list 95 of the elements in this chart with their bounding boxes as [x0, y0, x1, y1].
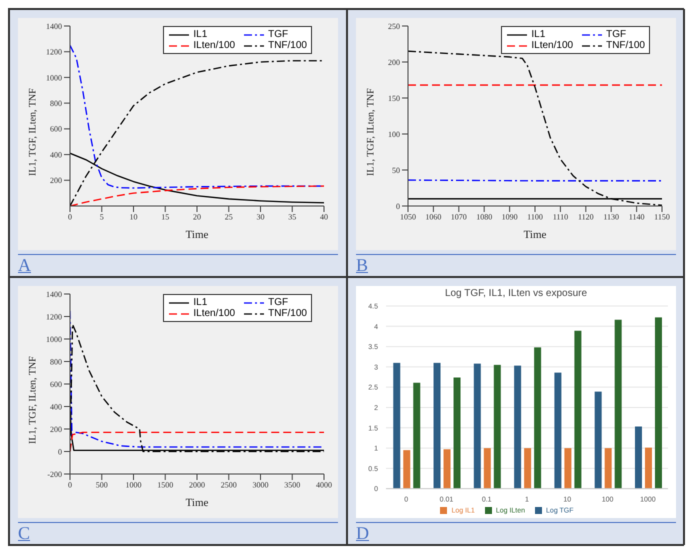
legend-label: TGF	[606, 29, 626, 40]
y-tick-label: 800	[50, 357, 62, 366]
y-tick-label: 250	[388, 22, 400, 31]
x-tick-label: 0	[68, 212, 72, 222]
y-tick-label: 1200	[46, 48, 62, 57]
x-tick-label: 40	[320, 212, 328, 222]
bar	[644, 448, 652, 489]
x-tick-label: 1110	[552, 212, 568, 222]
x-tick-label: 2000	[189, 480, 205, 490]
y-tick-label: 1000	[46, 73, 62, 82]
y-tick-label: 100	[388, 130, 400, 139]
y-tick-label: -200	[47, 470, 62, 479]
bar	[434, 362, 441, 489]
y-axis-title: IL1, TGF, ILten, TNF	[366, 88, 377, 176]
x-axis-title: Time	[524, 229, 547, 241]
x-tick-label: 1140	[628, 212, 644, 222]
bar	[564, 448, 572, 489]
x-tick-label: 500	[96, 480, 108, 490]
x-tick-label: 1070	[450, 212, 467, 222]
y-tick-label: 600	[50, 380, 62, 389]
y-tick-label: 200	[50, 176, 62, 186]
legend-label: ILten/100	[193, 40, 236, 51]
x-tick-label: 1000	[126, 480, 142, 490]
text: A	[18, 255, 32, 276]
y-axis-title: IL1, TGF, ILten, TNF	[28, 356, 39, 444]
y-tick-label: 50	[392, 166, 400, 175]
x-tick-label: 1150	[654, 212, 670, 222]
text: C	[18, 523, 32, 544]
y-tick-label: 800	[50, 98, 62, 108]
bar	[554, 372, 562, 489]
x-tick-label: 10	[130, 212, 138, 222]
y-tick-label: 1000	[46, 334, 62, 344]
x-tick-label: 20	[193, 212, 201, 222]
legend-label: TNF/100	[268, 308, 307, 319]
bar	[514, 366, 522, 489]
x-tick-label: 3500	[284, 480, 300, 490]
bar	[413, 382, 420, 489]
bar	[393, 362, 400, 489]
legend-label: IL1	[531, 29, 546, 40]
legend-label: TNF/100	[268, 40, 307, 51]
text: B	[356, 255, 370, 276]
legend-label: IL1	[193, 297, 208, 308]
text: D	[356, 523, 370, 544]
bar	[454, 377, 461, 489]
x-tick-label: 3000	[252, 480, 268, 490]
x-tick-label: 1060	[425, 212, 442, 222]
y-tick-label: 200	[388, 58, 400, 67]
bar	[444, 449, 451, 489]
x-tick-label: 0	[68, 480, 72, 490]
x-tick-label: 5	[100, 212, 104, 222]
x-tick-label: 35	[288, 212, 296, 222]
y-tick-label: 150	[388, 94, 400, 103]
x-tick-label: 2500	[220, 480, 237, 490]
bar	[484, 448, 491, 489]
bar	[524, 448, 532, 489]
legend-label: ILten/100	[531, 40, 574, 51]
bar	[634, 426, 642, 489]
chart-title: Log TGF, IL1, ILten vs exposure	[444, 287, 588, 301]
y-axis-title: IL1, TGF, ILten, TNF	[28, 88, 39, 176]
x-tick-label: 1120	[578, 212, 594, 222]
y-tick-label: 400	[50, 402, 62, 412]
x-tick-label: 25	[224, 212, 233, 222]
legend-label: TNF/100	[606, 40, 645, 51]
x-tick-label: 1050	[400, 212, 416, 222]
bar	[574, 330, 582, 489]
y-tick-label: 0	[58, 447, 62, 456]
bar	[494, 364, 501, 489]
bar	[534, 347, 542, 489]
x-tick-label: 30	[256, 212, 264, 222]
bar	[654, 317, 662, 489]
bar	[474, 364, 481, 489]
bar	[614, 320, 622, 489]
x-tick-label: 15	[161, 212, 170, 222]
y-tick-label: 400	[50, 150, 62, 160]
bar	[604, 448, 612, 489]
x-tick-label: 1500	[157, 480, 174, 490]
y-tick-label: 600	[50, 124, 62, 134]
y-tick-label: 200	[50, 424, 62, 434]
x-tick-label: 1080	[476, 212, 492, 222]
legend-label: IL1	[193, 29, 208, 40]
y-tick-label: 0	[396, 202, 400, 211]
x-tick-label: 1100	[527, 212, 543, 222]
bar	[594, 392, 602, 489]
y-tick-label: 1200	[46, 312, 62, 322]
x-axis-title: Time	[186, 229, 209, 241]
legend-label: TGF	[268, 297, 288, 308]
legend-label: ILten/100	[193, 308, 236, 319]
x-axis-title: Time	[186, 497, 209, 509]
x-tick-label: 1130	[603, 212, 620, 222]
x-tick-label: 4000	[316, 480, 332, 490]
bar	[403, 450, 410, 489]
y-tick-label: 1400	[46, 290, 62, 299]
y-tick-label: 1400	[46, 22, 62, 31]
legend-label: TGF	[268, 29, 288, 40]
x-tick-label: 1090	[502, 212, 518, 222]
